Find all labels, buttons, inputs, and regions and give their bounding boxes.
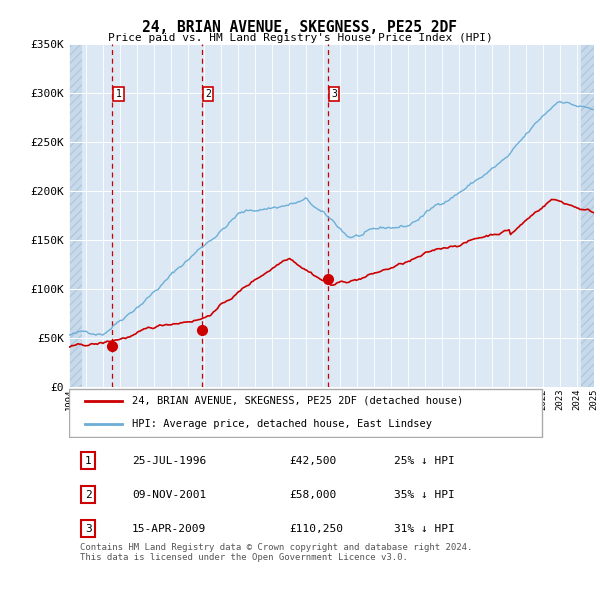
Text: 1: 1 [85, 455, 91, 466]
Text: 24, BRIAN AVENUE, SKEGNESS, PE25 2DF (detached house): 24, BRIAN AVENUE, SKEGNESS, PE25 2DF (de… [132, 396, 463, 406]
Text: 15-APR-2009: 15-APR-2009 [132, 524, 206, 533]
Text: HPI: Average price, detached house, East Lindsey: HPI: Average price, detached house, East… [132, 419, 432, 430]
Text: 2: 2 [85, 490, 91, 500]
Text: 24, BRIAN AVENUE, SKEGNESS, PE25 2DF: 24, BRIAN AVENUE, SKEGNESS, PE25 2DF [143, 20, 458, 35]
Text: 35% ↓ HPI: 35% ↓ HPI [395, 490, 455, 500]
Text: Contains HM Land Registry data © Crown copyright and database right 2024.
This d: Contains HM Land Registry data © Crown c… [79, 543, 472, 562]
Text: £58,000: £58,000 [290, 490, 337, 500]
Text: 09-NOV-2001: 09-NOV-2001 [132, 490, 206, 500]
Text: £42,500: £42,500 [290, 455, 337, 466]
Text: Price paid vs. HM Land Registry's House Price Index (HPI): Price paid vs. HM Land Registry's House … [107, 33, 493, 43]
Text: 3: 3 [331, 89, 337, 99]
FancyBboxPatch shape [69, 389, 542, 437]
Text: 1: 1 [115, 89, 121, 99]
Text: £110,250: £110,250 [290, 524, 343, 533]
Text: 31% ↓ HPI: 31% ↓ HPI [395, 524, 455, 533]
Text: 2: 2 [205, 89, 211, 99]
Text: 25-JUL-1996: 25-JUL-1996 [132, 455, 206, 466]
Text: 3: 3 [85, 524, 91, 533]
Text: 25% ↓ HPI: 25% ↓ HPI [395, 455, 455, 466]
